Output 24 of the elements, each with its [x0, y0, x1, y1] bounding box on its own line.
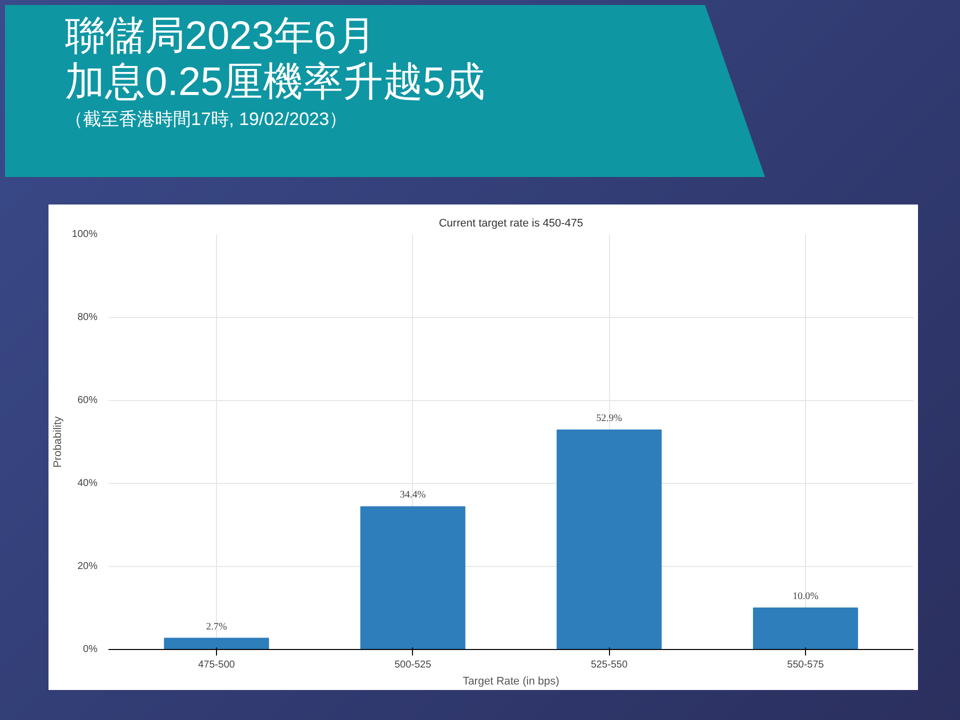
bar: [556, 429, 662, 650]
chart-subtitle: 加息0.25厘機率升越5成: [65, 59, 486, 105]
x-tick-label: 550-575: [787, 660, 824, 670]
x-axis-title: Target Rate (in bps): [462, 676, 560, 688]
chart-title: 聯儲局2023年6月: [65, 13, 378, 59]
bar: [752, 608, 858, 650]
x-tick-label: 475-500: [198, 660, 236, 670]
data-label: 2.7%: [206, 621, 227, 632]
data-label: 10.0%: [792, 591, 818, 602]
y-tick-label: 20%: [77, 561, 98, 572]
y-tick-label: 0%: [83, 644, 98, 655]
text: Current target rate is 450-475: [438, 218, 584, 230]
data-label: 52.9%: [596, 412, 622, 424]
y-tick-label: 80%: [77, 312, 98, 323]
y-tick-label: 40%: [77, 478, 98, 489]
x-tick-label: 500-525: [394, 660, 432, 670]
y-tick-label: 100%: [72, 229, 98, 240]
text: （截至香港時間17時, 19/02/2023）: [65, 108, 348, 131]
y-tick-label: 60%: [77, 395, 98, 406]
data-label: 34.4%: [400, 490, 426, 501]
bar: [360, 506, 466, 650]
y-axis-title: Probability: [52, 416, 64, 468]
bar: [164, 638, 270, 650]
x-tick-label: 525-550: [590, 660, 628, 670]
